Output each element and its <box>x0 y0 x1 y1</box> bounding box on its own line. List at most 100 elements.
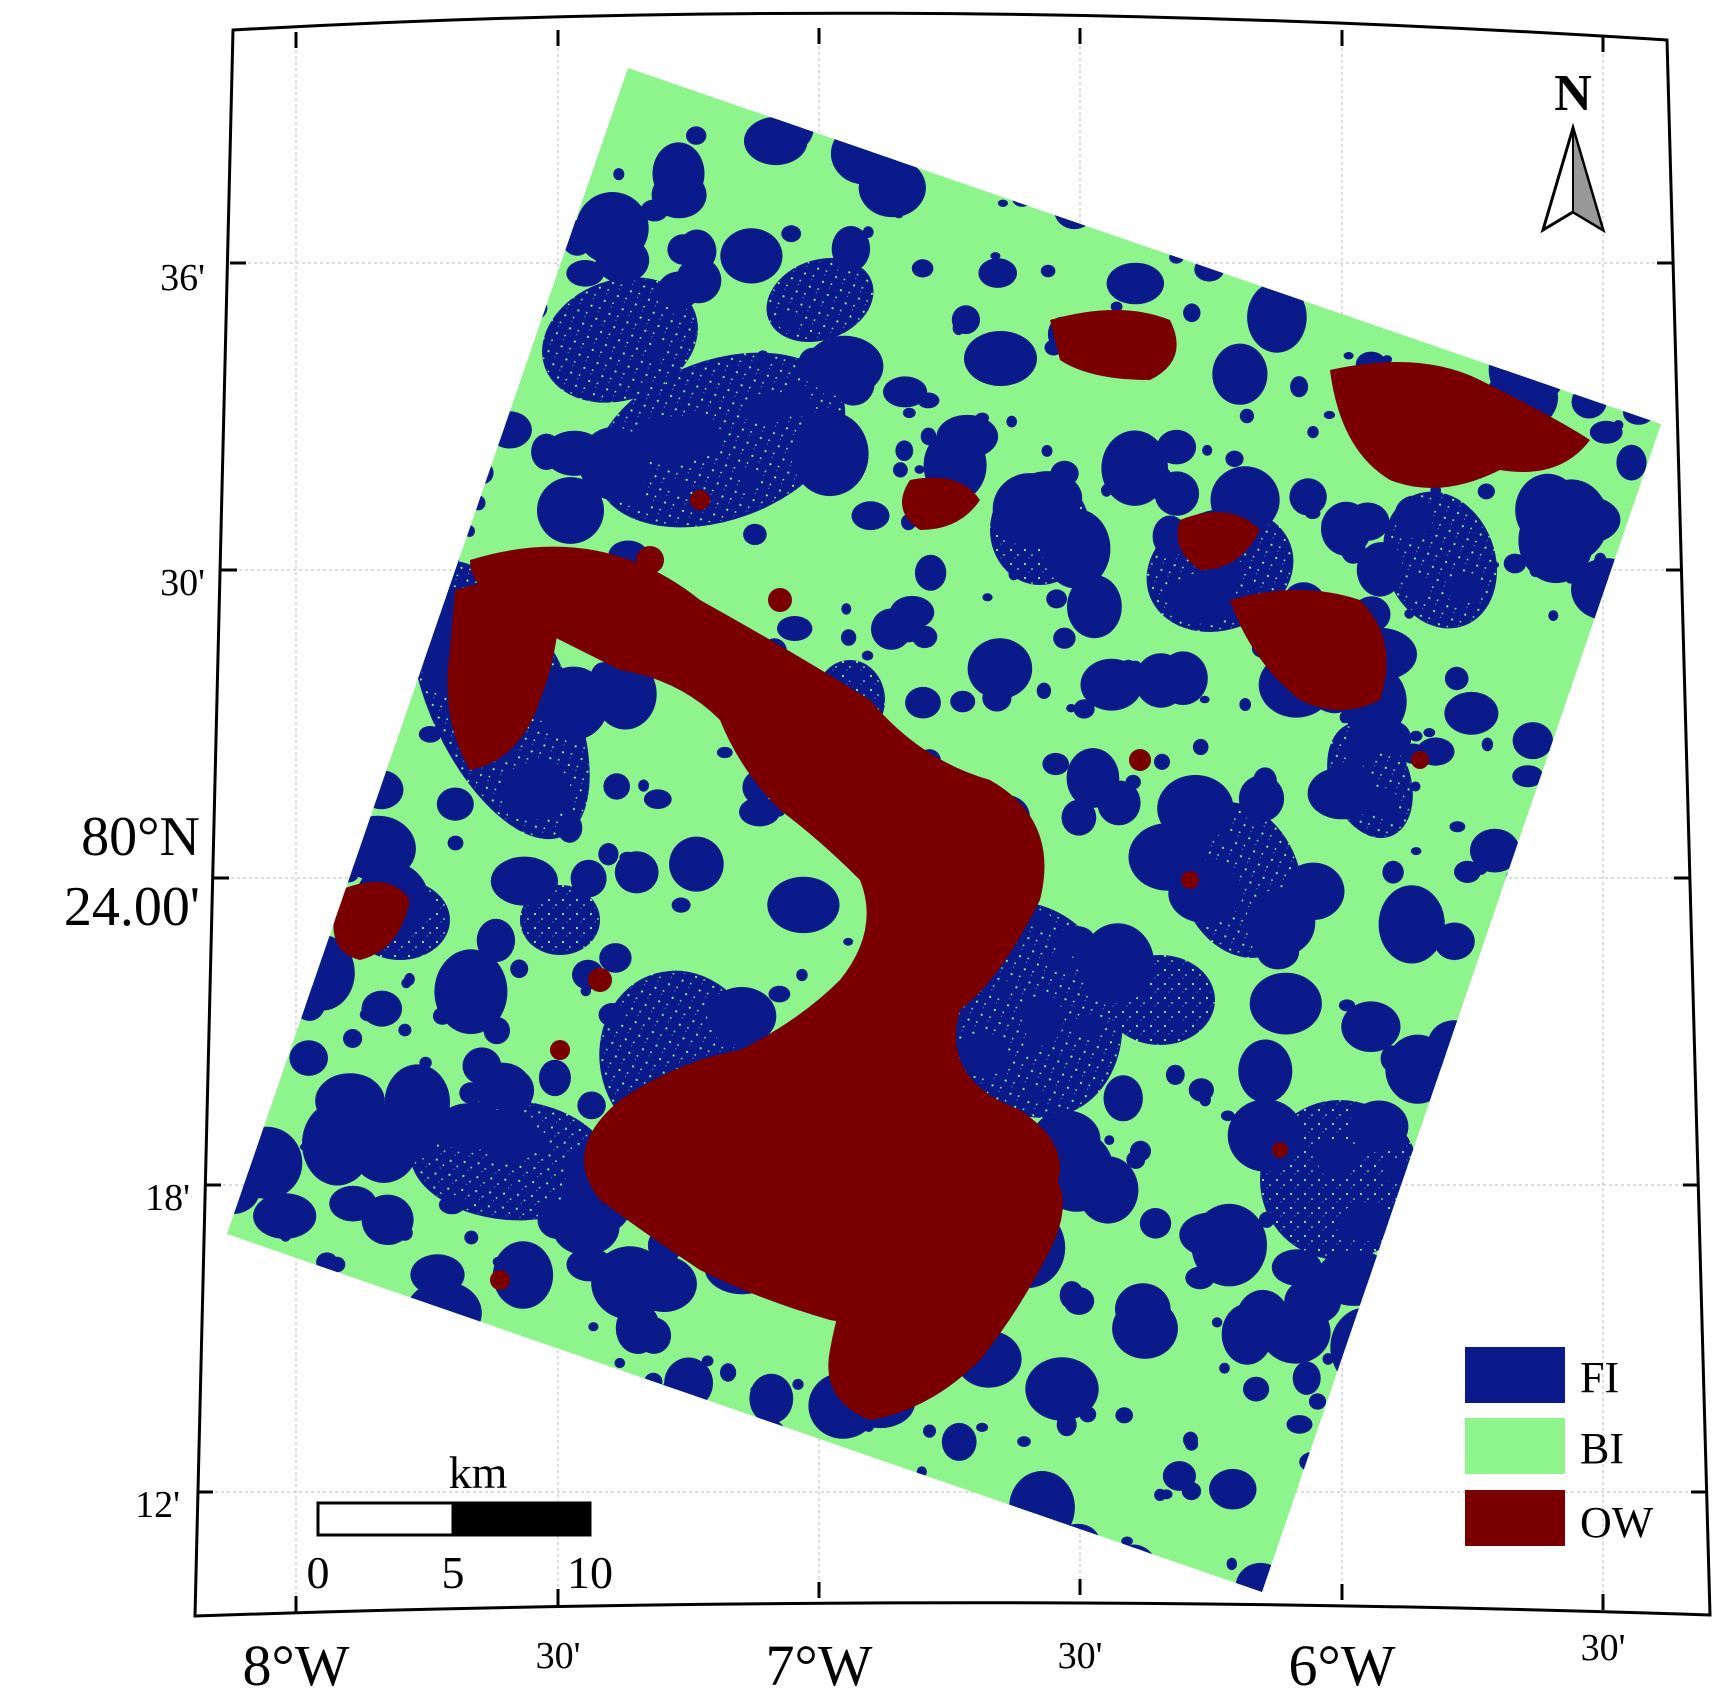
small-floe <box>1101 430 1168 506</box>
small-floe <box>1045 951 1074 973</box>
small-floe <box>1341 1001 1401 1052</box>
small-floe <box>436 787 474 821</box>
small-floe <box>396 1225 413 1241</box>
small-floe <box>1192 738 1209 756</box>
small-floe <box>1444 666 1469 691</box>
small-floe <box>1346 728 1379 763</box>
small-floe <box>978 258 1017 288</box>
small-floe <box>1046 589 1067 609</box>
small-floe <box>1160 1489 1173 1500</box>
scale-tick-5: 5 <box>442 1547 465 1598</box>
small-floe <box>1053 627 1076 649</box>
small-floe <box>1115 1283 1171 1336</box>
small-floe <box>1156 429 1197 465</box>
small-floe <box>797 347 828 383</box>
small-floe <box>447 835 464 851</box>
small-floe <box>510 959 529 979</box>
small-floe <box>1220 1110 1235 1122</box>
small-floe <box>1211 1317 1223 1328</box>
small-floe <box>454 1110 491 1152</box>
small-floe <box>253 1193 317 1239</box>
small-floe <box>1050 460 1079 486</box>
small-floe <box>1378 800 1398 822</box>
small-floe <box>1404 609 1415 619</box>
small-floe <box>886 633 897 646</box>
small-floe <box>1221 832 1235 849</box>
small-floe <box>1512 722 1554 760</box>
small-floe <box>1073 699 1095 719</box>
small-floe <box>646 1255 658 1264</box>
small-floe <box>749 1373 794 1424</box>
small-floe <box>1308 1393 1327 1410</box>
small-floe <box>1077 1156 1139 1224</box>
small-leads <box>490 490 1429 1290</box>
small-floe <box>1008 568 1019 581</box>
small-floe <box>329 1256 346 1273</box>
small-floe <box>1315 1138 1357 1175</box>
small-floe <box>889 595 935 629</box>
lon-label-7w: 7°W <box>766 1633 873 1698</box>
small-floe <box>1589 420 1623 444</box>
small-floe <box>1036 682 1052 699</box>
small-floe <box>1110 301 1123 312</box>
small-floe <box>720 228 783 284</box>
small-floe <box>1322 1353 1334 1365</box>
small-floe <box>1108 1094 1119 1105</box>
lon-label-7-30w: 30' <box>536 1635 581 1677</box>
small-floe <box>1253 767 1277 794</box>
small-floe <box>649 343 666 362</box>
small-floe <box>1030 912 1053 929</box>
small-floe <box>1470 828 1520 873</box>
small-floe <box>1188 1078 1214 1102</box>
small-floe <box>1021 1044 1034 1057</box>
small-floe <box>1238 1039 1293 1103</box>
small-floe <box>1336 1204 1389 1242</box>
small-floe <box>570 859 607 898</box>
small-floe <box>1077 945 1111 972</box>
small-floe <box>905 686 941 719</box>
small-floe <box>1353 1145 1364 1155</box>
small-floe <box>1449 821 1466 833</box>
small-floe <box>707 987 777 1046</box>
small-floe <box>976 1422 989 1432</box>
small-floe <box>1121 1536 1133 1546</box>
small-floe <box>438 1195 465 1215</box>
small-floe <box>1248 585 1259 593</box>
small-floe <box>413 1089 424 1102</box>
small-floe <box>782 382 809 413</box>
scale-unit: km <box>449 1447 508 1498</box>
small-floe <box>1209 1468 1257 1510</box>
small-floe <box>777 310 797 331</box>
small-floe <box>1343 352 1354 360</box>
small-floe <box>1237 565 1249 575</box>
small-floe <box>1165 1064 1185 1085</box>
small-floe <box>911 259 934 278</box>
small-floe <box>832 360 875 406</box>
small-floe <box>591 695 622 718</box>
small-floe <box>768 985 791 1003</box>
small-floe <box>1081 923 1155 1004</box>
small-floe <box>824 468 837 479</box>
small-floe <box>588 1322 599 1332</box>
small-floe <box>840 437 852 447</box>
small-floe <box>862 226 874 238</box>
small-floe <box>1027 1088 1045 1102</box>
small-floe <box>843 937 854 946</box>
small-floe <box>492 1241 554 1309</box>
small-floe <box>1139 1208 1172 1239</box>
small-floe <box>1503 553 1527 574</box>
small-floe <box>1126 1150 1146 1169</box>
lon-label-8w: 8°W <box>243 1633 350 1698</box>
small-floe <box>1101 484 1112 497</box>
lat-label-36: 36' <box>160 257 205 299</box>
small-floe <box>1340 535 1366 564</box>
small-floe <box>599 943 632 973</box>
small-floe <box>359 1007 379 1022</box>
lon-label-6-30w: 30' <box>1058 1635 1103 1677</box>
small-floe <box>1021 994 1064 1044</box>
small-floe <box>917 392 940 409</box>
small-floe <box>299 1143 311 1151</box>
small-floe <box>1281 862 1345 920</box>
small-floe <box>638 467 651 479</box>
small-floe <box>883 376 928 408</box>
